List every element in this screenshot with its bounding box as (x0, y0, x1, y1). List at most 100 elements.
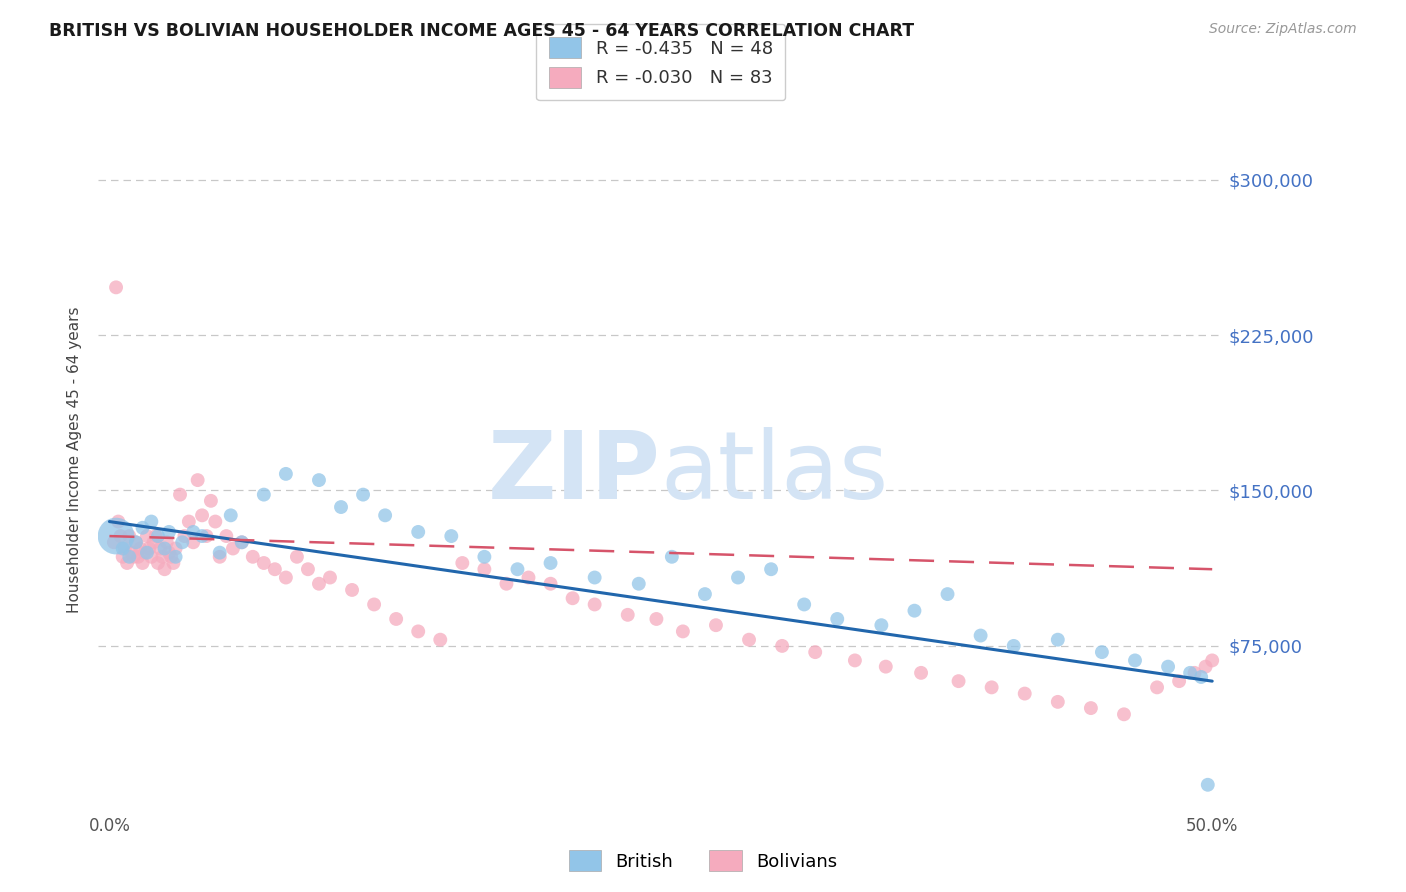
Point (770, 639, 793, 653)
Text: BRITISH VS BOLIVIAN HOUSEHOLDER INCOME AGES 45 - 64 YEARS CORRELATION CHART: BRITISH VS BOLIVIAN HOUSEHOLDER INCOME A… (49, 22, 914, 40)
Point (208, 546, 231, 560)
Point (495, 576, 517, 591)
Point (406, 524, 429, 539)
Point (352, 487, 374, 501)
Point (583, 598, 606, 612)
Point (138, 541, 160, 556)
Point (181, 524, 204, 539)
Point (141, 549, 163, 564)
Point (231, 535, 253, 549)
Point (125, 535, 148, 549)
Point (1168, 674, 1191, 689)
Point (156, 535, 179, 549)
Point (1091, 645, 1114, 659)
Point (162, 556, 184, 570)
Point (451, 556, 474, 570)
Point (340, 582, 363, 597)
Point (160, 549, 183, 564)
Point (181, 535, 204, 549)
Point (118, 549, 141, 564)
Point (672, 624, 695, 639)
Point (903, 604, 925, 618)
Point (406, 624, 429, 639)
Point (146, 556, 169, 570)
Point (297, 562, 319, 576)
Point (121, 546, 143, 560)
Point (440, 529, 463, 543)
Point (125, 535, 148, 549)
Point (1014, 687, 1036, 701)
Point (215, 529, 238, 543)
Y-axis label: Householder Income Ages 45 - 64 years: Householder Income Ages 45 - 64 years (67, 306, 83, 613)
Point (274, 467, 297, 481)
Point (844, 653, 866, 667)
Point (253, 487, 276, 501)
Point (936, 587, 959, 601)
Point (172, 535, 194, 549)
Point (145, 529, 167, 543)
Point (204, 515, 226, 529)
Point (727, 570, 749, 584)
Point (616, 607, 638, 622)
Point (759, 562, 782, 576)
Point (105, 280, 128, 294)
Point (149, 541, 172, 556)
Point (661, 549, 683, 564)
Point (222, 541, 245, 556)
Point (129, 541, 152, 556)
Text: ZIP: ZIP (488, 427, 661, 519)
Point (793, 598, 815, 612)
Point (127, 549, 149, 564)
Point (263, 562, 285, 576)
Point (157, 546, 180, 560)
Point (1197, 778, 1219, 792)
Point (195, 529, 218, 543)
Point (517, 570, 540, 584)
Point (1189, 670, 1212, 684)
Point (122, 549, 145, 564)
Point (875, 659, 897, 673)
Point (142, 535, 165, 549)
Point (1046, 632, 1069, 647)
Point (1178, 665, 1201, 680)
Point (910, 665, 932, 680)
Point (1194, 659, 1216, 673)
Point (146, 529, 169, 543)
Point (253, 556, 276, 570)
Point (474, 562, 496, 576)
Point (385, 612, 408, 626)
Point (103, 535, 125, 549)
Point (308, 576, 330, 591)
Point (645, 612, 668, 626)
Point (1112, 707, 1135, 722)
Point (165, 549, 187, 564)
Legend: British, Bolivians: British, Bolivians (561, 843, 845, 879)
Text: Source: ZipAtlas.com: Source: ZipAtlas.com (1209, 22, 1357, 37)
Point (136, 529, 159, 543)
Point (583, 570, 606, 584)
Point (969, 628, 991, 642)
Point (219, 508, 242, 523)
Point (200, 493, 222, 508)
Point (308, 473, 330, 487)
Point (141, 515, 163, 529)
Point (980, 681, 1002, 695)
Point (1123, 653, 1146, 667)
Point (242, 549, 264, 564)
Point (330, 500, 353, 514)
Point (374, 508, 396, 523)
Point (363, 598, 385, 612)
Text: atlas: atlas (661, 427, 889, 519)
Point (153, 541, 176, 556)
Point (429, 632, 451, 647)
Point (110, 529, 132, 543)
Point (693, 587, 716, 601)
Point (134, 546, 156, 560)
Point (1157, 659, 1180, 673)
Point (191, 508, 214, 523)
Point (118, 529, 141, 543)
Point (948, 674, 970, 689)
Point (1184, 665, 1206, 680)
Point (870, 618, 893, 632)
Point (1080, 701, 1102, 715)
